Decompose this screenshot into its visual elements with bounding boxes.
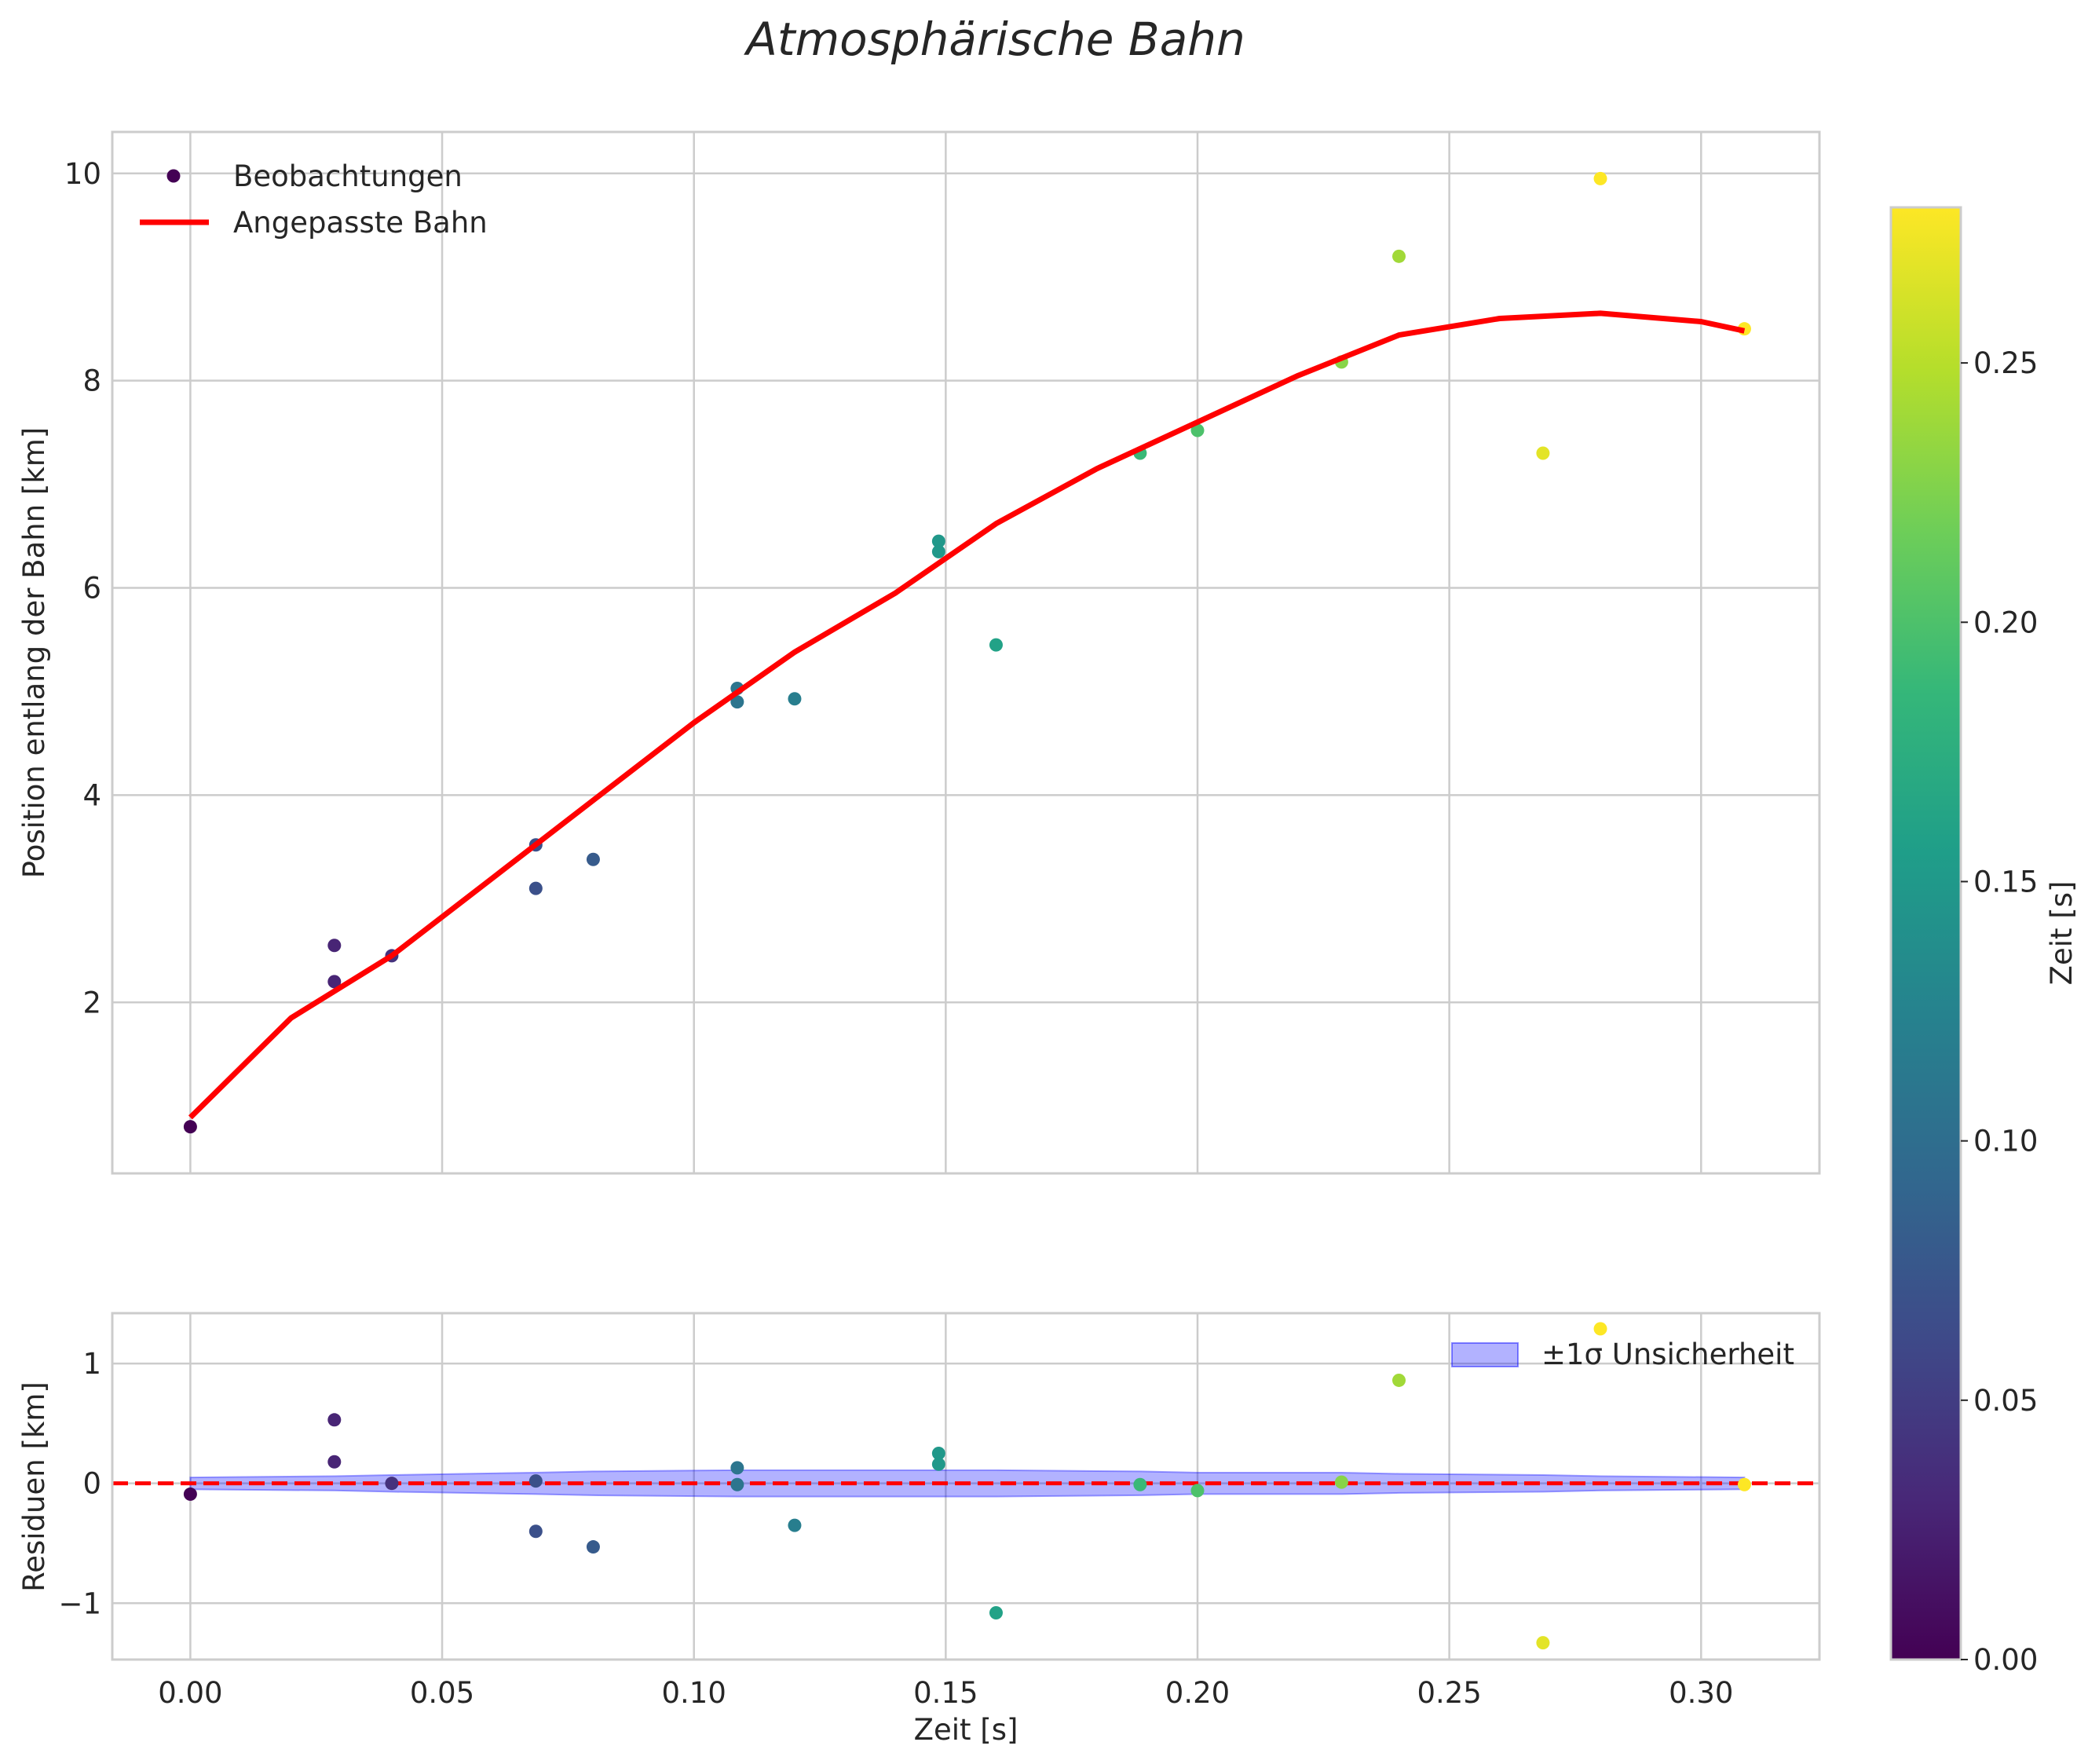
- residual-point: [931, 1457, 945, 1471]
- x-tick-label: 0.30: [1669, 1676, 1733, 1710]
- legend-patch-uncertainty: [1451, 1342, 1519, 1367]
- main-legend: Beobachtungen Angepasste Bahn: [140, 159, 488, 240]
- observation-point: [931, 544, 945, 558]
- residual-point: [1190, 1484, 1205, 1498]
- residual-tick-labels: −1 0 1 0.00 0.05 0.10 0.15 0.20 0.25 0.30: [58, 1347, 1733, 1710]
- residual-point: [1737, 1477, 1751, 1491]
- x-tick-label: 0.15: [913, 1676, 978, 1710]
- legend-marker-observations: [166, 169, 181, 183]
- legend-label-uncertainty: ±1σ Unsicherheit: [1541, 1338, 1794, 1371]
- main-plot: 2 4 6 8 10 Position entlang der Bahn [km] Be…: [17, 130, 1821, 1175]
- residual-point: [931, 1447, 945, 1461]
- main-y-tick-label: 8: [82, 364, 101, 398]
- legend-label-observations: Beobachtungen: [233, 159, 463, 193]
- residual-point: [385, 1477, 399, 1491]
- residual-point: [730, 1461, 744, 1475]
- main-marks: [183, 171, 1751, 1134]
- observation-point: [1593, 171, 1607, 185]
- residual-point: [1593, 1322, 1607, 1336]
- residual-point: [989, 1605, 1003, 1619]
- main-gridlines: [112, 132, 1819, 1173]
- residual-y-axis-label: Residuen [km]: [17, 1382, 51, 1592]
- residual-point: [1536, 1636, 1550, 1650]
- observation-point: [989, 638, 1003, 652]
- residual-plot: −1 0 1 0.00 0.05 0.10 0.15 0.20 0.25 0.30 Residue…: [17, 1312, 1821, 1747]
- colorbar-frame: [1889, 206, 1962, 1661]
- x-tick-label: 0.05: [410, 1676, 474, 1710]
- main-y-axis-label: Position entlang der Bahn [km]: [17, 427, 51, 878]
- colorbar-tick-label: 0.00: [1973, 1643, 2038, 1677]
- colorbar: 0.00 0.05 0.10 0.15 0.20 0.25 Zeit [s]: [1889, 206, 2079, 1677]
- main-y-tick-label: 2: [82, 986, 101, 1019]
- observation-point: [1190, 423, 1205, 437]
- legend-label-fit: Angepasste Bahn: [233, 206, 488, 240]
- fit-curve-line: [188, 310, 1746, 1120]
- residual-plot-frame: [111, 1312, 1821, 1661]
- main-tick-labels: 2 4 6 8 10: [64, 157, 101, 1020]
- observation-point: [586, 852, 600, 866]
- observation-point: [327, 939, 342, 953]
- residual-y-tick-label: 0: [82, 1467, 101, 1501]
- x-tick-label: 0.25: [1417, 1676, 1481, 1710]
- x-tick-label: 0.00: [158, 1676, 222, 1710]
- residual-point: [1133, 1477, 1147, 1491]
- residual-y-tick-label: 1: [82, 1347, 101, 1381]
- residual-marks: [112, 1322, 1819, 1650]
- main-y-tick-label: 6: [82, 572, 101, 606]
- observation-point: [327, 975, 342, 989]
- residual-y-tick-label: −1: [58, 1587, 101, 1620]
- residual-point: [1392, 1373, 1406, 1387]
- residual-point: [327, 1413, 342, 1427]
- colorbar-tick-label: 0.10: [1973, 1125, 2038, 1158]
- x-tick-label: 0.10: [662, 1676, 726, 1710]
- observation-point: [730, 695, 744, 709]
- residual-legend: ±1σ Unsicherheit: [1451, 1338, 1794, 1371]
- main-plot-frame: [111, 130, 1821, 1175]
- colorbar-label: Zeit [s]: [2045, 881, 2079, 986]
- colorbar-gradient: [1891, 207, 1961, 1660]
- residual-point: [327, 1455, 342, 1469]
- chart-title: Atmosphärische Bahn: [743, 13, 1245, 66]
- residual-point: [528, 1474, 543, 1488]
- residual-point: [528, 1524, 543, 1539]
- observation-point: [1392, 249, 1406, 263]
- residual-point: [1334, 1475, 1348, 1489]
- x-tick-label: 0.20: [1165, 1676, 1230, 1710]
- colorbar-tick-label: 0.20: [1973, 606, 2038, 639]
- colorbar-tick-label: 0.15: [1973, 865, 2038, 898]
- residual-point: [788, 1518, 802, 1532]
- colorbar-tick-label: 0.05: [1973, 1384, 2038, 1418]
- observation-point: [183, 1120, 197, 1134]
- colorbar-tick-label: 0.25: [1973, 346, 2038, 380]
- observation-point: [931, 534, 945, 548]
- main-y-tick-label: 10: [64, 157, 101, 191]
- colorbar-ticks: 0.00 0.05 0.10 0.15 0.20 0.25: [1961, 346, 2038, 1677]
- x-axis-label: Zeit [s]: [914, 1713, 1018, 1747]
- residual-point: [183, 1487, 197, 1501]
- main-y-tick-label: 4: [82, 778, 101, 812]
- observation-point: [1536, 446, 1550, 460]
- observation-point: [528, 881, 543, 895]
- residual-point: [730, 1477, 744, 1491]
- observation-point: [788, 692, 802, 706]
- residual-point: [586, 1540, 600, 1554]
